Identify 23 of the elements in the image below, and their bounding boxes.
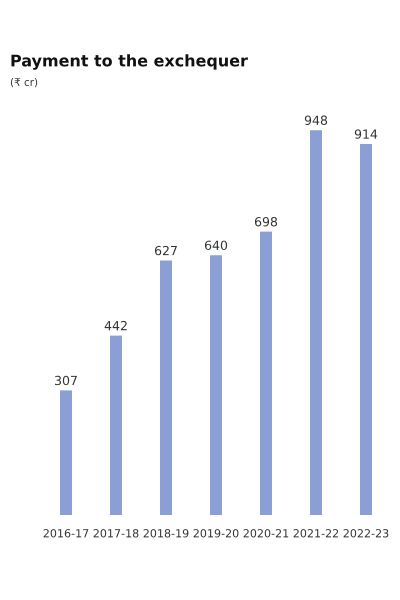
data-label: 948	[304, 116, 328, 125]
x-tick-label: 2022-23	[344, 529, 388, 538]
x-tick-label: 2018-19	[144, 529, 188, 538]
bar	[60, 390, 72, 515]
data-label: 698	[254, 217, 278, 226]
data-label: 627	[154, 246, 177, 256]
data-label: 640	[204, 240, 228, 250]
bar	[360, 144, 372, 515]
x-tick-label: 2016-17	[44, 529, 88, 538]
x-tick-label: 2020-21	[244, 529, 288, 538]
x-tick-label: 2021-22	[294, 529, 338, 538]
bar	[310, 130, 322, 515]
chart-title: Payment to the exchequer	[11, 54, 248, 70]
x-tick-label: 2017-18	[94, 529, 138, 538]
bar	[210, 255, 222, 515]
x-tick-label: 2019-20	[194, 529, 238, 538]
bar	[160, 260, 172, 515]
data-label: 307	[55, 376, 77, 386]
bar	[260, 232, 272, 515]
data-label: 914	[354, 129, 378, 139]
bar	[110, 336, 122, 515]
data-label: 442	[104, 320, 127, 330]
chart-subtitle: (₹ cr)	[10, 78, 38, 88]
